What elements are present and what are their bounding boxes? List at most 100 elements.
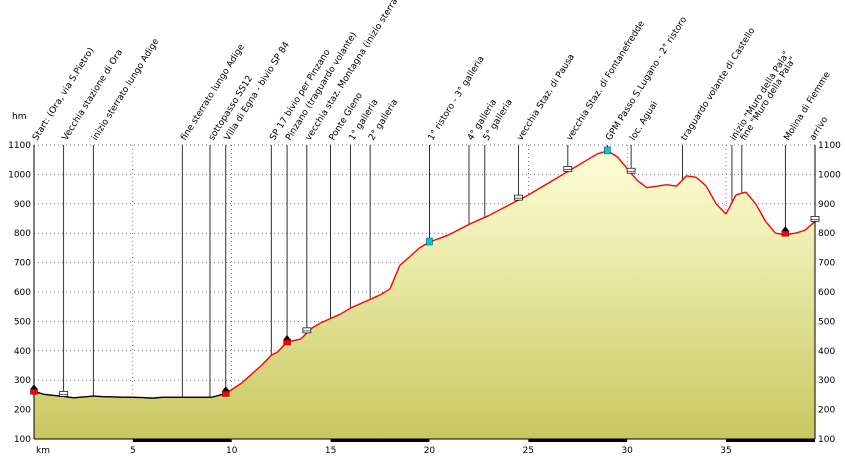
profile-segment xyxy=(745,191,757,205)
y-tick-label-right: 500 xyxy=(818,317,835,327)
station-icon xyxy=(59,391,69,397)
y-tick-label-left: 1100 xyxy=(8,141,31,151)
annotation-label: arrivo xyxy=(808,115,831,143)
x-axis-bar xyxy=(132,439,815,442)
station-icon xyxy=(563,166,573,172)
profile-segment xyxy=(468,214,490,226)
annotation-label: Molina di Fiemme xyxy=(782,70,833,143)
y-tick-label-right: 1000 xyxy=(818,170,841,180)
station-icon xyxy=(302,327,312,334)
x-tick-label: 10 xyxy=(226,446,238,456)
profile-segment xyxy=(399,256,411,267)
y-tick-label-left: 100 xyxy=(14,435,31,445)
y-ticks-left: 100 200 300 400 500 600 700 800 900 1000 1100 xyxy=(8,141,31,445)
profile-segment xyxy=(795,229,806,234)
annotation-label: vecchia Staz. di Pausa xyxy=(515,52,577,142)
y-tick-label-right: 200 xyxy=(818,406,835,416)
annotation-lines xyxy=(63,145,786,398)
profile-segment xyxy=(735,191,746,196)
profile-segment xyxy=(83,395,94,398)
profile-segment xyxy=(241,373,252,384)
y-tick-label-right: 600 xyxy=(818,288,835,298)
profile-segment xyxy=(409,247,421,258)
profile-segment xyxy=(350,303,361,309)
y-tick-label-right: 800 xyxy=(818,229,835,239)
sprint-marker-roof xyxy=(30,384,38,390)
sprint-marker-roof xyxy=(781,226,790,232)
x-tick-label: 15 xyxy=(325,446,336,456)
x-axis-unit: km xyxy=(36,446,50,456)
profile-segment xyxy=(725,194,737,215)
annotation-label: vecchia Staz. di Fontanefredde xyxy=(565,19,647,143)
profile-segment xyxy=(330,313,341,320)
profile-segment xyxy=(636,179,648,189)
annotation-labels: Start: (Ora, via S.Pietro)Vecchia stazio… xyxy=(31,0,833,143)
station-icon xyxy=(626,167,636,174)
profile-segment xyxy=(260,354,272,366)
y-tick-label-right: 400 xyxy=(818,347,835,357)
y-tick-label-left: 200 xyxy=(14,406,31,416)
x-tick-label: 5 xyxy=(130,446,136,456)
profile-segment xyxy=(73,396,84,399)
sprint-marker-roof xyxy=(221,386,230,392)
y-tick-label-left: 600 xyxy=(14,288,31,298)
profile-segment xyxy=(93,395,104,398)
sprint-marker-house xyxy=(781,230,790,237)
profile-segment xyxy=(695,176,707,187)
y-tick-label-left: 300 xyxy=(14,376,31,386)
profile-segment xyxy=(686,175,697,179)
y-tick-label-left: 500 xyxy=(14,317,31,327)
x-tick-label: 25 xyxy=(523,446,534,456)
sprint-marker-house xyxy=(222,391,230,397)
profile-segment xyxy=(488,204,509,217)
profile-segment xyxy=(616,156,628,169)
y-tick-label-left: 800 xyxy=(14,229,31,239)
profile-segment xyxy=(804,220,816,231)
x-axis-bar-segment xyxy=(330,439,430,442)
annotation-label: Vecchia stazione di Ora xyxy=(61,48,125,143)
profile-segment xyxy=(251,364,262,375)
sprint-marker-roof xyxy=(283,334,292,340)
x-tick-label: 30 xyxy=(621,446,633,456)
y-tick-label-left: 900 xyxy=(14,200,31,210)
elevation-area xyxy=(34,150,815,439)
profile-segment xyxy=(359,298,371,305)
x-axis-bar-segment xyxy=(132,439,232,442)
profile-segment xyxy=(369,294,381,300)
y-tick-label-right: 700 xyxy=(818,259,835,269)
profile-segment xyxy=(676,175,687,187)
profile-segment xyxy=(646,185,657,189)
feed-zone-marker xyxy=(604,146,611,155)
x-tick-label: 35 xyxy=(720,446,731,456)
profile-segment xyxy=(755,203,767,222)
x-axis-bar-segment xyxy=(528,439,628,442)
y-tick-label-right: 1100 xyxy=(818,141,841,151)
profile-segment xyxy=(656,183,667,187)
y-tick-label-left: 1000 xyxy=(8,170,31,180)
x-tick-label: 20 xyxy=(424,446,436,456)
markers xyxy=(30,146,820,397)
profile-segment xyxy=(715,203,727,215)
profile-segment xyxy=(765,220,776,234)
profile-segment xyxy=(547,170,569,184)
profile-segment xyxy=(379,288,391,296)
profile-segment xyxy=(152,396,163,399)
profile-segment xyxy=(43,393,54,397)
sprint-marker-house xyxy=(30,389,38,395)
feed-zone-marker xyxy=(426,237,433,246)
y-tick-label-right: 900 xyxy=(818,200,835,210)
profile-segment xyxy=(310,322,322,330)
y-tick-label-right: 300 xyxy=(818,376,835,386)
profile-segment xyxy=(320,317,331,324)
profile-segment xyxy=(666,183,677,187)
x-axis-bar-segment xyxy=(726,439,815,442)
x-ticks: 5 10 15 20 25 30 35 xyxy=(130,446,732,456)
sprint-marker-house xyxy=(283,339,291,346)
profile-segment xyxy=(587,153,598,161)
y-axis-unit: hm xyxy=(12,112,26,122)
station-icon xyxy=(514,194,523,201)
profile-segment xyxy=(270,351,278,356)
y-tick-label-left: 400 xyxy=(14,347,31,357)
y-tick-label-right: 100 xyxy=(818,435,835,445)
